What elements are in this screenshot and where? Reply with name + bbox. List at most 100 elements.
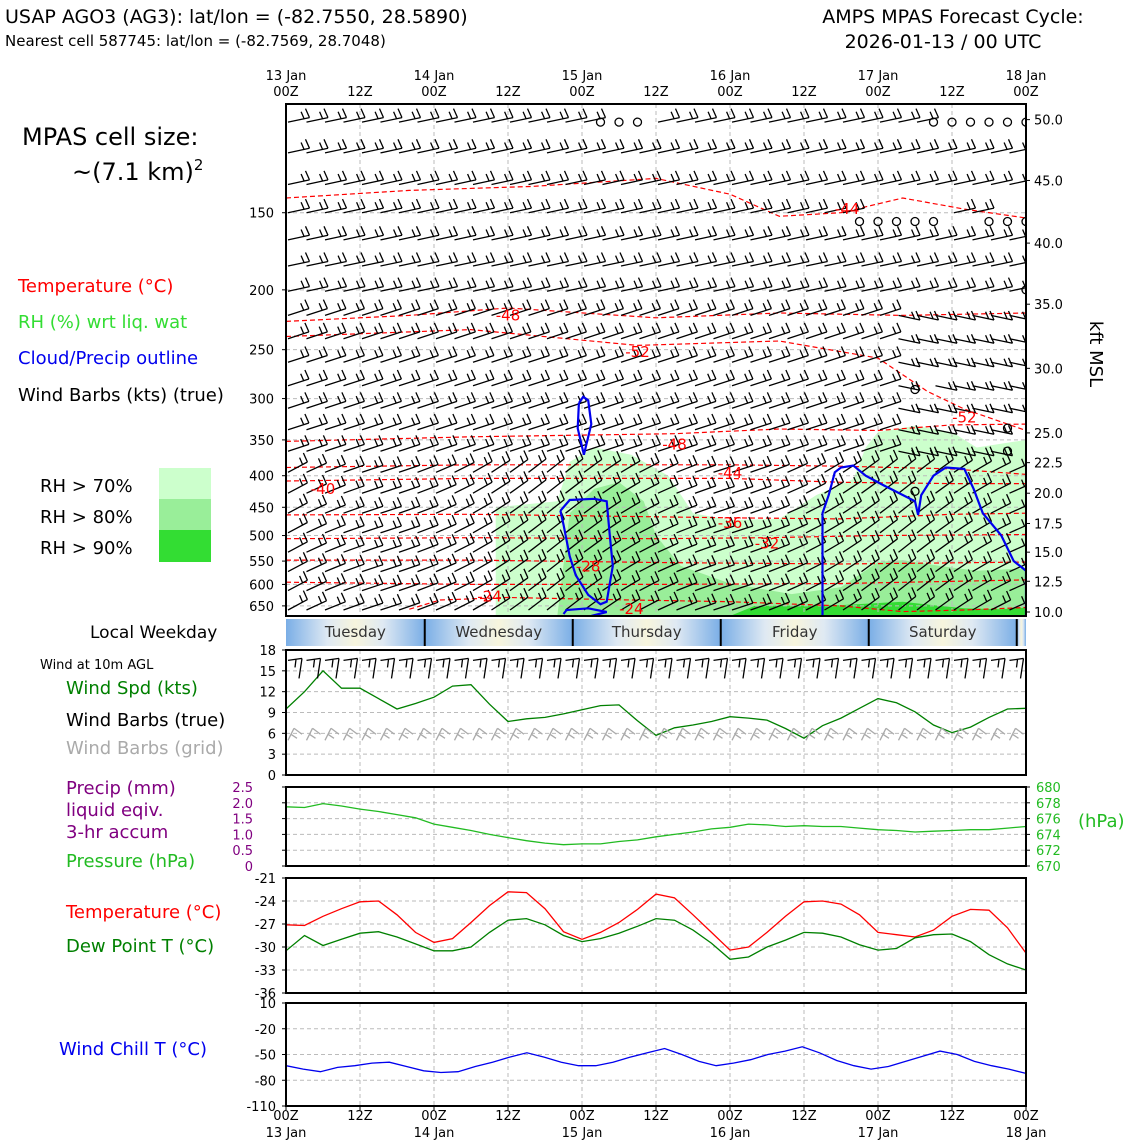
wind-barb: [602, 252, 625, 267]
surface-wind-barb: [953, 657, 969, 679]
surface-wind-barb: [731, 657, 747, 679]
wind-barb: [639, 198, 662, 214]
calm-wind-circle: [1021, 285, 1026, 295]
wind-barb: [750, 108, 773, 123]
wind-barb: [750, 413, 772, 431]
wind-barb: [861, 435, 883, 452]
wind-barb: [694, 455, 717, 473]
wind-barb: [417, 554, 439, 573]
wind-barb: [602, 550, 622, 573]
wind-barb: [898, 470, 917, 494]
wind-barb: [324, 435, 347, 452]
wind-barb: [565, 277, 588, 292]
wind-barb: [620, 322, 643, 340]
calm-wind-circle: [854, 216, 865, 227]
wind-barb: [657, 346, 680, 363]
wind-barb: [972, 170, 995, 186]
wind-barb: [972, 589, 993, 611]
wind-barb: [546, 369, 569, 387]
wind-barb: [824, 346, 846, 363]
wind-barb: [398, 516, 421, 534]
wind-barb: [417, 170, 440, 186]
wind-barb: [787, 454, 809, 473]
wind-barb: [528, 529, 547, 553]
wind-barb: [546, 449, 565, 473]
wind-barb: [472, 198, 496, 214]
wind-barb: [861, 108, 884, 123]
wind-barb: [417, 322, 439, 340]
wind-barb: [602, 569, 622, 592]
top-date-label: 16 Jan: [710, 69, 751, 84]
surface-wind-barb: [713, 657, 729, 679]
wind-barb: [343, 108, 366, 123]
wind-barb: [694, 496, 717, 514]
surface-wind-barb: [491, 657, 507, 679]
wind-barb: [324, 226, 348, 241]
wind-barb: [953, 139, 977, 154]
wind-barb: [639, 435, 661, 452]
wind-barb: [768, 392, 791, 409]
wind-barb: [861, 450, 880, 473]
grid-wind-barb: [971, 727, 987, 741]
surface-wind-barb: [528, 657, 544, 679]
windchill-tick-label: 10: [259, 997, 276, 1012]
grid-wind-barb: [305, 727, 321, 741]
wind-barb: [528, 470, 547, 494]
wind-barb: [417, 277, 440, 292]
wind-barb: [824, 472, 845, 494]
bottom-hour-label: 00Z: [273, 1109, 299, 1124]
weekday-band: [424, 619, 573, 646]
wind-barb: [602, 226, 625, 241]
wind-barb: [879, 252, 903, 267]
wind-barb: [639, 493, 660, 514]
wind-barb: [713, 322, 735, 340]
wind-barb: [287, 590, 308, 611]
wind-barb: [898, 587, 917, 611]
wind-barb: [731, 277, 755, 292]
wind-barb: [916, 510, 936, 534]
top-hour-label: 00Z: [421, 85, 447, 100]
legend-precip-1: Precip (mm): [66, 778, 176, 799]
wind-barb: [380, 198, 403, 214]
weekday-band: [572, 619, 721, 646]
wind-barb: [935, 471, 954, 494]
bottom-hour-label: 12Z: [791, 1109, 817, 1124]
legend-rh80-label: RH > 80%: [40, 507, 133, 528]
wind-barb: [972, 277, 995, 292]
wind-barb: [306, 252, 329, 267]
wind-barb: [861, 277, 884, 292]
pressure-tick-label: 550: [249, 555, 274, 570]
grid-wind-barb: [527, 727, 543, 741]
legend-barbs-true: Wind Barbs (true): [66, 710, 225, 731]
wind-barb: [768, 252, 792, 267]
wind-barb: [861, 491, 880, 514]
grid-wind-barb: [620, 727, 636, 741]
wind-barb: [787, 322, 809, 340]
pressure-tick-label: 300: [249, 393, 274, 408]
wind-barb: [454, 474, 475, 494]
wind-barb: [417, 515, 439, 534]
wind-barb: [953, 550, 973, 573]
wind-barb: [676, 534, 698, 553]
wind-barb: [657, 572, 679, 592]
wind-barb: [990, 403, 1014, 414]
forecast-cycle-title: AMPS MPAS Forecast Cycle:: [822, 6, 1083, 28]
bottom-hour-label: 00Z: [1013, 1109, 1039, 1124]
calm-wind-circle: [910, 486, 920, 496]
wind-barb: [953, 310, 977, 321]
wind-barb: [972, 334, 995, 344]
wind-barb: [676, 475, 698, 494]
grid-wind-barb: [842, 727, 858, 741]
wind-barb: [361, 322, 384, 340]
surface-wind-barb: [676, 657, 692, 679]
windchill-tick-label: -50: [255, 1049, 276, 1064]
wind-barb: [861, 549, 880, 573]
wind-barb: [916, 108, 940, 123]
wind-barb: [509, 198, 533, 214]
bottom-hour-label: 12Z: [495, 1109, 521, 1124]
wind-barb: [528, 587, 547, 611]
wind-barb: [491, 413, 513, 431]
wind-tick-label: 12: [259, 686, 276, 701]
wind-barb: [1009, 173, 1026, 186]
